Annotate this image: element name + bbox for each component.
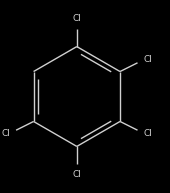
Text: Cl: Cl	[72, 14, 81, 23]
Text: Cl: Cl	[1, 129, 10, 138]
Text: Cl: Cl	[143, 55, 152, 64]
Text: Cl: Cl	[143, 129, 152, 138]
Text: Cl: Cl	[72, 170, 81, 179]
